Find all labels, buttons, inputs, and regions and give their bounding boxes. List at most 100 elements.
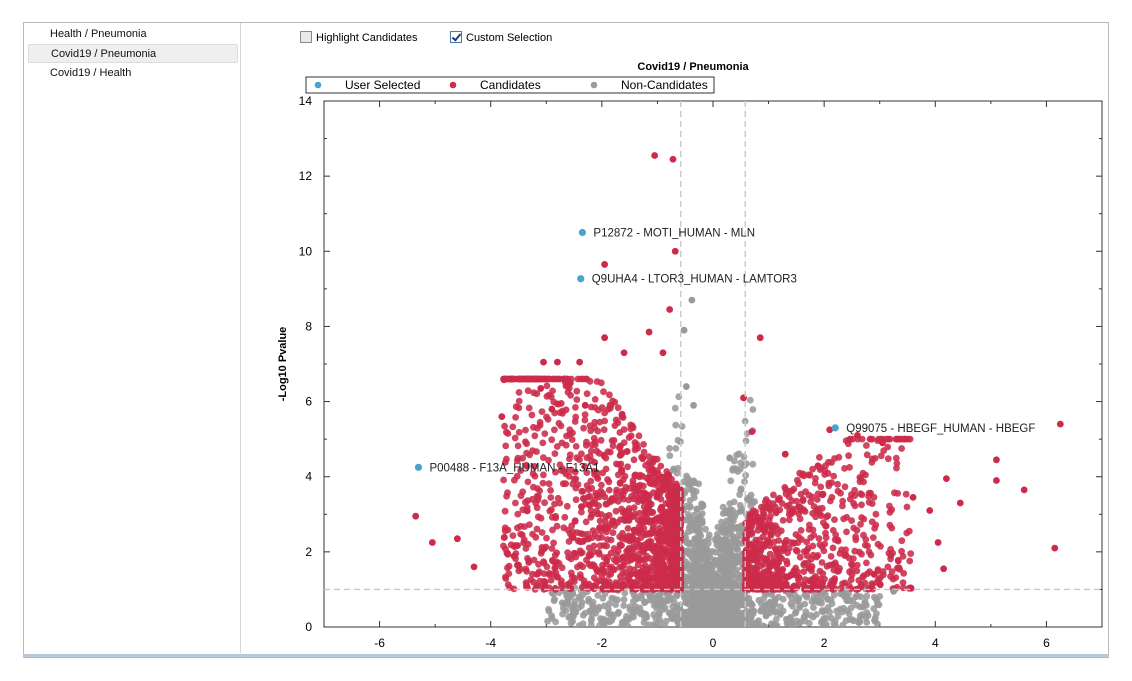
data-point [630, 504, 638, 512]
data-point [671, 557, 679, 565]
data-point [696, 567, 703, 575]
data-point [671, 515, 678, 523]
data-point [752, 564, 759, 572]
data-point [736, 501, 744, 509]
data-point [572, 496, 580, 504]
data-point [578, 602, 585, 610]
data-point [637, 519, 645, 526]
comparison-item-health-pneumonia[interactable]: Health / Pneumonia [28, 25, 238, 44]
data-point [854, 431, 861, 439]
data-point [788, 487, 796, 495]
data-point [799, 497, 807, 505]
data-point [690, 584, 698, 592]
data-point [686, 594, 693, 601]
data-point [589, 561, 597, 568]
data-point [666, 306, 674, 313]
data-point [583, 438, 590, 446]
data-point [792, 546, 800, 554]
data-point [601, 261, 609, 268]
legend-entry: Non-Candidates [621, 78, 708, 92]
data-point [746, 526, 754, 533]
data-point [540, 454, 547, 461]
data-point [857, 490, 864, 498]
checkbox-box[interactable] [300, 31, 312, 43]
data-point [861, 598, 869, 606]
data-point [688, 296, 696, 304]
checkbox-box[interactable] [450, 31, 462, 43]
data-point [619, 529, 626, 537]
y-tick-label: 4 [305, 470, 312, 484]
data-point [768, 528, 775, 536]
data-point [646, 519, 654, 526]
data-point [695, 534, 702, 541]
data-point [837, 489, 844, 497]
data-point [705, 562, 713, 570]
comparison-item-covid19-health[interactable]: Covid19 / Health [28, 64, 238, 83]
data-point [863, 592, 871, 600]
data-point [672, 541, 680, 548]
data-point [795, 480, 802, 488]
comparison-item-covid19-pneumonia[interactable]: Covid19 / Pneumonia [28, 44, 238, 63]
data-point [614, 404, 622, 412]
data-point [607, 498, 614, 506]
data-point [870, 571, 878, 578]
data-point [593, 568, 601, 575]
data-point [762, 496, 770, 503]
data-point [752, 508, 759, 516]
data-point [682, 383, 690, 390]
data-point [550, 375, 558, 383]
data-point [775, 496, 783, 504]
data-point [628, 533, 635, 541]
data-point [580, 424, 587, 432]
data-point [548, 545, 556, 552]
data-point [624, 525, 632, 532]
data-point [634, 444, 642, 452]
data-point [590, 574, 598, 582]
data-point [614, 419, 622, 427]
data-point [500, 542, 507, 550]
data-point [730, 498, 738, 506]
data-point [808, 598, 816, 606]
data-point [548, 436, 556, 444]
data-point [842, 551, 850, 559]
highlight-candidates-checkbox[interactable]: Highlight Candidates [300, 30, 418, 46]
data-point [587, 427, 595, 435]
data-point [684, 511, 692, 518]
data-point [581, 462, 589, 470]
data-point [587, 403, 595, 411]
data-point [701, 554, 709, 561]
data-point [810, 581, 817, 589]
data-point [787, 600, 795, 608]
data-point [567, 569, 575, 577]
data-point [535, 560, 542, 568]
data-point [842, 546, 849, 554]
data-point [500, 534, 508, 541]
data-point [590, 603, 597, 611]
data-point [894, 556, 902, 564]
data-point [613, 551, 620, 559]
x-tick-label: -6 [374, 636, 385, 650]
data-point [902, 490, 910, 498]
data-point [524, 375, 532, 383]
custom-selection-checkbox[interactable]: Custom Selection [450, 30, 552, 46]
data-point [594, 406, 602, 414]
data-point [611, 522, 618, 530]
data-point [505, 570, 513, 578]
data-point [594, 475, 602, 482]
data-point [851, 486, 858, 494]
data-point [503, 428, 510, 436]
data-point [773, 508, 780, 515]
comparison-item-label: Covid19 / Health [50, 67, 132, 79]
data-point [585, 486, 592, 493]
data-point [563, 502, 571, 510]
data-point [904, 435, 912, 443]
data-point [822, 529, 829, 537]
data-point [1020, 486, 1028, 494]
data-point [809, 465, 816, 473]
legend-marker [449, 81, 457, 89]
data-point [541, 499, 548, 507]
data-point [549, 526, 556, 534]
data-point [600, 567, 608, 574]
data-point [583, 556, 590, 564]
data-point [718, 518, 725, 526]
